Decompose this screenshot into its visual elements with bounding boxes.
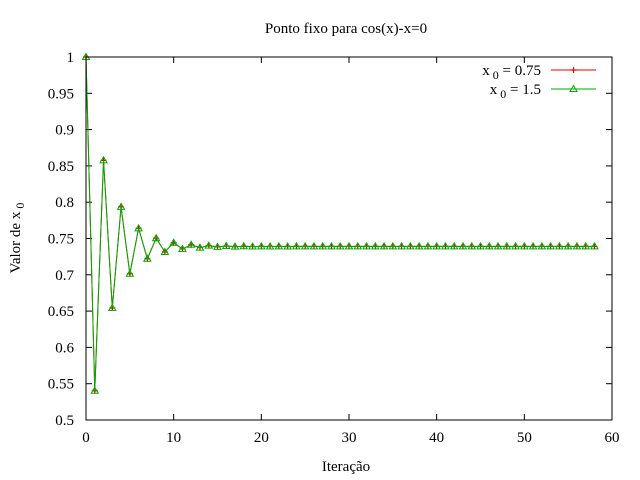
- data-point: [107, 303, 117, 311]
- data-point: [230, 242, 240, 250]
- x-tick-label: 0: [82, 430, 90, 446]
- data-point: [493, 241, 503, 250]
- legend-entry-1: x 0 = 0.75: [482, 63, 596, 82]
- series-line: [85, 56, 595, 391]
- data-point: [432, 241, 442, 250]
- y-tick-label: 0.75: [48, 232, 74, 248]
- data-point: [265, 241, 275, 250]
- axis-ticks: 0 10 20 30 40 50 60 0.5 0.55 0.6 0.65 0.7 0.75 0.8 0.8…: [48, 50, 620, 446]
- data-point: [90, 386, 100, 394]
- series-line: [85, 56, 595, 391]
- data-point: [370, 241, 380, 250]
- y-tick-label: 0.5: [55, 413, 74, 429]
- data-point: [151, 233, 161, 242]
- x-tick-label: 20: [254, 430, 269, 446]
- data-point: [125, 269, 135, 277]
- data-point: [484, 241, 494, 250]
- data-point: [142, 254, 152, 262]
- data-point: [563, 241, 573, 250]
- data-point: [458, 241, 468, 250]
- y-tick-label: 0.55: [48, 377, 74, 393]
- data-point: [160, 247, 170, 256]
- y-tick-label: 0.9: [55, 123, 74, 139]
- data-point: [519, 241, 529, 250]
- data-point: [379, 241, 389, 250]
- data-point: [590, 241, 599, 250]
- data-point: [581, 241, 591, 250]
- x-tick-label: 40: [429, 430, 444, 446]
- plot-frame: [85, 56, 613, 421]
- y-axis-label: Valor de x 0: [8, 203, 27, 274]
- y-tick-label: 1: [67, 50, 75, 66]
- data-point: [528, 241, 538, 250]
- data-point: [423, 241, 433, 250]
- data-point: [248, 242, 257, 250]
- data-point: [195, 243, 205, 251]
- x-tick-label: 60: [605, 430, 620, 446]
- data-point: [362, 241, 371, 250]
- legend-label: x 0 = 1.5: [490, 82, 541, 101]
- x-tick-label: 30: [342, 430, 357, 446]
- y-axis-label-subscript: 0: [13, 203, 27, 212]
- data-point: [441, 241, 450, 250]
- data-point: [353, 241, 363, 250]
- data-point: [169, 238, 179, 246]
- data-point: [414, 241, 424, 250]
- chart-title: Ponto fixo para cos(x)-x=0: [265, 21, 427, 37]
- x-tick-label: 10: [166, 430, 181, 446]
- data-point: [283, 241, 293, 250]
- data-point: [274, 241, 284, 250]
- data-point: [572, 241, 582, 250]
- series-2: [81, 52, 599, 394]
- data-point: [388, 241, 398, 250]
- data-point: [292, 241, 301, 250]
- data-point: [186, 240, 196, 248]
- data-point: [99, 155, 108, 164]
- data-point: [537, 241, 547, 250]
- data-point: [344, 241, 354, 250]
- data-point: [449, 241, 459, 250]
- y-tick-label: 0.65: [48, 304, 74, 320]
- data-point: [397, 241, 406, 250]
- y-tick-label: 0.8: [55, 195, 74, 211]
- data-point: [204, 241, 214, 249]
- data-point: [239, 241, 249, 250]
- data-point: [546, 241, 556, 250]
- data-point: [213, 242, 222, 250]
- y-tick-label: 0.85: [48, 159, 74, 175]
- data-point: [309, 241, 319, 250]
- y-tick-label: 0.95: [48, 86, 74, 102]
- data-point: [502, 241, 512, 250]
- legend-marker: [570, 67, 577, 73]
- data-point: [221, 241, 231, 250]
- legend-marker: [569, 84, 578, 92]
- data-point: [327, 241, 336, 250]
- data-point: [476, 241, 485, 250]
- data-point: [405, 241, 415, 250]
- x-axis-label: Iteração: [322, 459, 370, 475]
- legend: x 0 = 0.75x 0 = 1.5: [482, 63, 596, 101]
- x-tick-label: 50: [517, 430, 532, 446]
- data-point: [256, 241, 266, 250]
- y-tick-label: 0.6: [55, 340, 74, 356]
- series-1: [83, 54, 598, 394]
- data-point: [300, 241, 310, 250]
- legend-label: x 0 = 0.75: [482, 63, 541, 82]
- data-point: [178, 244, 187, 252]
- data-point: [134, 223, 143, 232]
- y-tick-label: 0.7: [55, 268, 74, 284]
- y-axis-label-main: Valor de x: [8, 211, 24, 273]
- data-point: [555, 241, 564, 250]
- data-point: [116, 202, 126, 210]
- data-point: [511, 241, 520, 250]
- data-point: [318, 241, 328, 250]
- series-layer: [81, 52, 599, 394]
- data-point: [467, 241, 477, 250]
- data-point: [335, 241, 345, 250]
- legend-entry-2: x 0 = 1.5: [490, 82, 596, 101]
